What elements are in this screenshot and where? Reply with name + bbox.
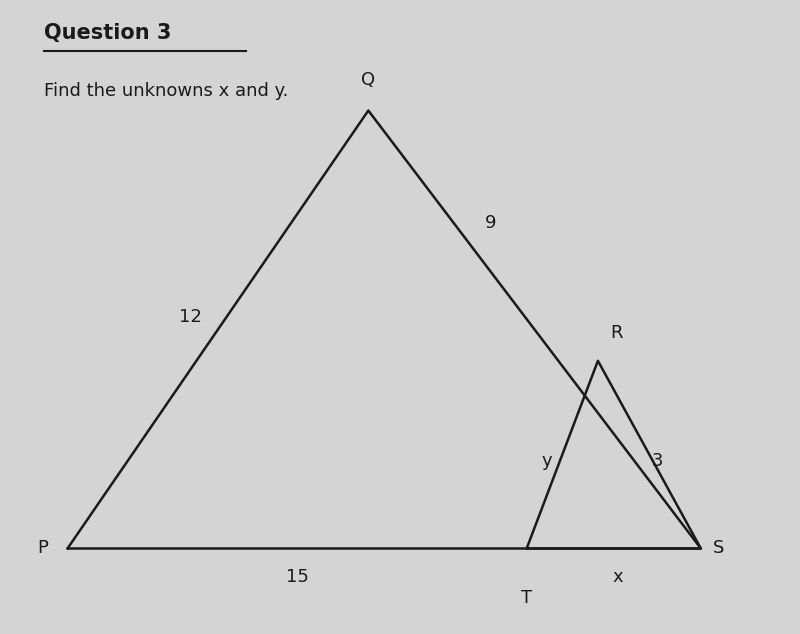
Text: 9: 9 — [486, 214, 497, 232]
Text: R: R — [610, 324, 622, 342]
Text: y: y — [541, 452, 552, 470]
Text: P: P — [37, 540, 48, 557]
Text: S: S — [713, 540, 724, 557]
Text: T: T — [521, 589, 532, 607]
Text: Question 3: Question 3 — [44, 23, 171, 43]
Text: 12: 12 — [178, 308, 202, 326]
Text: Q: Q — [362, 70, 375, 89]
Text: 15: 15 — [286, 567, 309, 586]
Text: 3: 3 — [651, 452, 663, 470]
Text: Find the unknowns x and y.: Find the unknowns x and y. — [44, 82, 288, 100]
Text: x: x — [612, 567, 623, 586]
